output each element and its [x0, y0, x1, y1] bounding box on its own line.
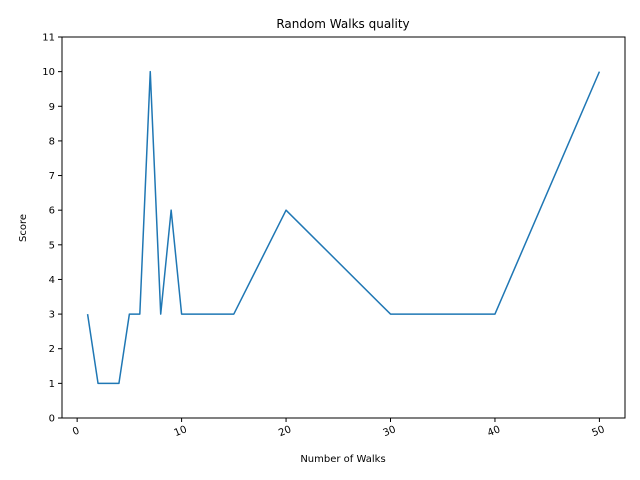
y-tick-label: 10 [42, 67, 55, 78]
axes-frame [61, 36, 626, 419]
x-tick-label: 10 [173, 424, 189, 439]
y-tick-label: 5 [49, 240, 55, 251]
y-tick-label: 3 [49, 310, 55, 321]
chart-title: Random Walks quality [276, 17, 409, 31]
y-tick-label: 11 [42, 33, 55, 44]
series-line [86, 70, 601, 385]
x-tick-label: 30 [382, 424, 398, 439]
y-axis-label: Score [18, 214, 29, 242]
x-tick-label: 0 [71, 425, 81, 438]
y-tick-label: 4 [49, 275, 55, 286]
x-tick-label: 20 [277, 424, 293, 439]
y-axis: 0 1 2 3 4 5 6 7 8 9 10 11 [42, 33, 62, 425]
y-tick-label: 0 [49, 414, 55, 425]
y-tick-label: 9 [49, 102, 55, 113]
y-tick-label: 6 [49, 206, 55, 217]
y-tick-label: 8 [49, 136, 55, 147]
x-axis: 0 10 20 30 40 50 [71, 418, 606, 439]
x-tick-label: 50 [591, 424, 607, 439]
y-tick-label: 1 [49, 379, 55, 390]
y-tick-label: 7 [49, 171, 55, 182]
x-axis-label: Number of Walks [300, 454, 385, 465]
x-tick-label: 40 [486, 424, 502, 439]
y-tick-label: 2 [49, 344, 55, 355]
plot-area [86, 70, 601, 385]
